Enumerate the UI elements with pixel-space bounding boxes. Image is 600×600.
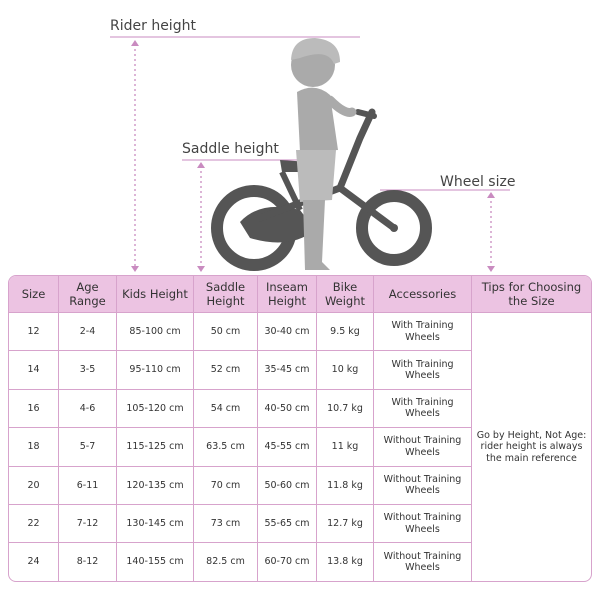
table-cell: 140-155 cm xyxy=(117,543,194,581)
table-cell: Without Training Wheels xyxy=(374,543,472,581)
table-cell: 55-65 cm xyxy=(258,504,317,544)
header-row: Size Age Range Kids Height Saddle Height Ins… xyxy=(9,276,591,313)
bike xyxy=(211,108,432,271)
header-cell: Age Range xyxy=(59,276,117,313)
header-cell: Inseam Height xyxy=(258,276,317,313)
table-cell: 11 kg xyxy=(317,428,374,467)
table-cell: 18 xyxy=(9,428,59,467)
table-cell: 10.7 kg xyxy=(317,389,374,429)
table-cell: 2-4 xyxy=(59,313,117,352)
table-row: 16 4-6 105-120 cm 54 cm 40-50 cm 10.7 kg With … xyxy=(9,389,591,429)
child xyxy=(291,38,357,270)
table-cell: 12 xyxy=(9,313,59,352)
table-cell: 9.5 kg xyxy=(317,313,374,352)
table-cell: 13.8 kg xyxy=(317,543,374,581)
table-cell: 54 cm xyxy=(194,389,258,429)
table-row: 20 6-11 120-135 cm 70 cm 50-60 cm 11.8 kg With… xyxy=(9,466,591,505)
table-cell: 5-7 xyxy=(59,428,117,467)
table-cell: 95-110 cm xyxy=(117,351,194,390)
table-cell: 120-135 cm xyxy=(117,466,194,505)
table-cell: 30-40 cm xyxy=(258,313,317,352)
table-cell: 85-100 cm xyxy=(117,313,194,352)
table-cell: 50-60 cm xyxy=(258,466,317,505)
table-row: 18 5-7 115-125 cm 63.5 cm 45-55 cm 11 kg Witho… xyxy=(9,428,591,467)
table-cell: 22 xyxy=(9,504,59,544)
table-cell: 52 cm xyxy=(194,351,258,390)
table-cell: 70 cm xyxy=(194,466,258,505)
header-cell: Saddle Height xyxy=(194,276,258,313)
saddle-height-label: Saddle height xyxy=(182,141,279,157)
header-cell: Size xyxy=(9,276,59,313)
table-cell: Without Training Wheels xyxy=(374,428,472,467)
header-cell: Bike Weight xyxy=(317,276,374,313)
table-cell: Without Training Wheels xyxy=(374,466,472,505)
table-cell: 73 cm xyxy=(194,504,258,544)
table-body: 12 2-4 85-100 cm 50 cm 30-40 cm 9.5 kg With Tr… xyxy=(9,313,591,581)
table-cell: 16 xyxy=(9,389,59,429)
tips-cell: Go by Height, Not Age: rider height is a… xyxy=(476,429,587,464)
table-cell: With Training Wheels xyxy=(374,389,472,429)
table-cell: 20 xyxy=(9,466,59,505)
size-table: Size Age Range Kids Height Saddle Height Ins… xyxy=(8,275,592,582)
table-cell: 11.8 kg xyxy=(317,466,374,505)
table-cell: 4-6 xyxy=(59,389,117,429)
table-cell: 115-125 cm xyxy=(117,428,194,467)
table-cell: 24 xyxy=(9,543,59,581)
table-cell: 130-145 cm xyxy=(117,504,194,544)
table-row: 24 8-12 140-155 cm 82.5 cm 60-70 cm 13.8 kg Wi… xyxy=(9,543,591,581)
table-cell: 40-50 cm xyxy=(258,389,317,429)
header-cell: Tips for Choosing the Size xyxy=(472,276,591,313)
header-cell: Accessories xyxy=(374,276,472,313)
table-cell: 60-70 cm xyxy=(258,543,317,581)
rider-height-label: Rider height xyxy=(110,18,196,34)
table-cell: 14 xyxy=(9,351,59,390)
table-cell: 3-5 xyxy=(59,351,117,390)
table-cell: 8-12 xyxy=(59,543,117,581)
table-cell: 45-55 cm xyxy=(258,428,317,467)
table-cell: 6-11 xyxy=(59,466,117,505)
table-cell: 12.7 kg xyxy=(317,504,374,544)
illustration: Rider height Saddle height Wheel size xyxy=(110,18,515,272)
table-cell: With Training Wheels xyxy=(374,313,472,352)
table-cell: 50 cm xyxy=(194,313,258,352)
header-cell: Kids Height xyxy=(117,276,194,313)
table-cell: Without Training Wheels xyxy=(374,504,472,544)
table-row: 22 7-12 130-145 cm 73 cm 55-65 cm 12.7 kg With… xyxy=(9,504,591,544)
table-cell: 7-12 xyxy=(59,504,117,544)
table-row: 12 2-4 85-100 cm 50 cm 30-40 cm 9.5 kg With Tr… xyxy=(9,313,591,464)
table-cell: 105-120 cm xyxy=(117,389,194,429)
table-cell: With Training Wheels xyxy=(374,351,472,390)
table-cell: 10 kg xyxy=(317,351,374,390)
table-row: 14 3-5 95-110 cm 52 cm 35-45 cm 10 kg With Tra… xyxy=(9,351,591,390)
table-cell: 82.5 cm xyxy=(194,543,258,581)
table-cell: 35-45 cm xyxy=(258,351,317,390)
table-cell: 63.5 cm xyxy=(194,428,258,467)
wheel-size-label: Wheel size xyxy=(440,174,515,190)
